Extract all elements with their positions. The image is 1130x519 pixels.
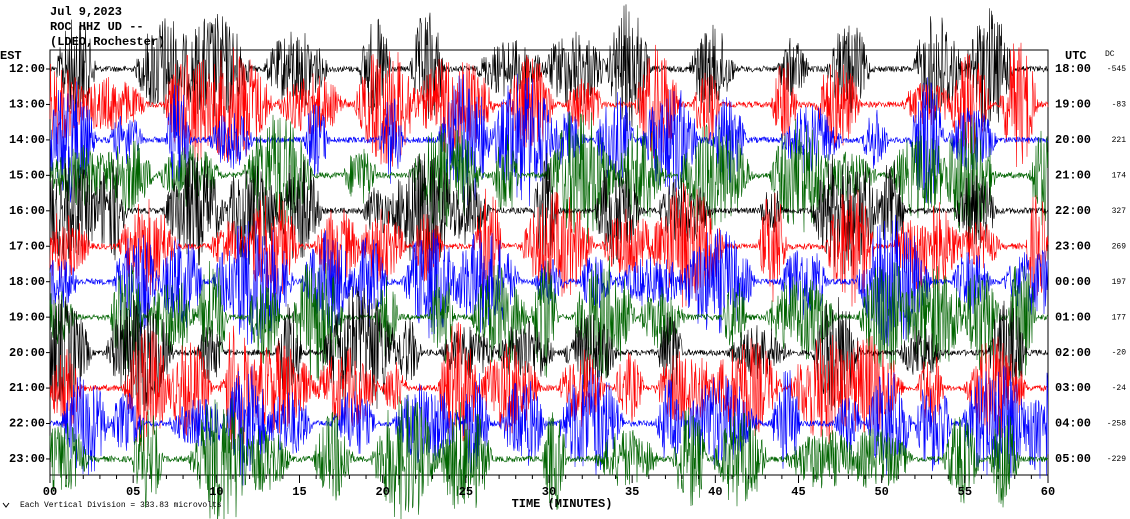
trace	[49, 214, 1049, 347]
dc-label: DC	[1105, 50, 1115, 59]
utc-label: 02:00	[1055, 346, 1091, 360]
trace	[49, 182, 1049, 308]
utc-label: 19:00	[1055, 98, 1091, 112]
dc-value: -24	[1112, 384, 1127, 393]
trace	[49, 42, 1049, 168]
est-label: 14:00	[9, 133, 45, 147]
utc-label: 00:00	[1055, 275, 1091, 289]
est-label: 20:00	[9, 346, 45, 360]
x-axis-label: TIME (MINUTES)	[512, 497, 613, 511]
x-tick-label: 15	[292, 485, 306, 499]
dc-value: 221	[1112, 136, 1127, 145]
utc-label: 01:00	[1055, 310, 1091, 324]
x-tick-label: 50	[874, 485, 888, 499]
dc-value: -545	[1107, 65, 1126, 74]
x-tick-label: 25	[459, 485, 473, 499]
trace	[49, 286, 1049, 413]
est-label: 16:00	[9, 204, 45, 218]
dc-value: -258	[1107, 420, 1126, 429]
x-tick-label: 55	[958, 485, 972, 499]
trace	[49, 255, 1049, 381]
date: Jul 9,2023	[50, 5, 122, 19]
footer: Each Vertical Division = 333.83 microvol…	[20, 501, 222, 510]
utc-label: 05:00	[1055, 452, 1091, 466]
x-tick-label: 05	[126, 485, 140, 499]
network: (LDEO,Rochester)	[50, 35, 165, 49]
est-label: 13:00	[9, 98, 45, 112]
x-tick-label: 40	[708, 485, 722, 499]
trace	[49, 4, 1049, 132]
left-label: EST	[0, 49, 22, 63]
est-label: 12:00	[9, 62, 45, 76]
x-tick-label: 00	[43, 485, 57, 499]
dc-value: -229	[1107, 455, 1126, 464]
dc-value: 174	[1112, 171, 1127, 180]
dc-value: 197	[1112, 278, 1127, 287]
right-label: UTC	[1065, 49, 1087, 63]
dc-value: -20	[1112, 349, 1127, 358]
x-tick-label: 10	[209, 485, 223, 499]
est-label: 23:00	[9, 452, 45, 466]
utc-label: 22:00	[1055, 204, 1091, 218]
utc-label: 21:00	[1055, 169, 1091, 183]
trace	[49, 73, 1049, 207]
x-tick-label: 20	[375, 485, 389, 499]
utc-label: 20:00	[1055, 133, 1091, 147]
dc-value: 177	[1112, 313, 1127, 322]
est-label: 17:00	[9, 239, 45, 253]
trace	[49, 152, 1049, 276]
est-label: 19:00	[9, 310, 45, 324]
x-tick-label: 45	[791, 485, 805, 499]
dc-value: 269	[1112, 242, 1127, 251]
traces	[49, 4, 1049, 519]
est-label: 22:00	[9, 417, 45, 431]
est-label: 21:00	[9, 381, 45, 395]
utc-label: 04:00	[1055, 417, 1091, 431]
utc-label: 03:00	[1055, 381, 1091, 395]
x-tick-label: 35	[625, 485, 639, 499]
est-label: 18:00	[9, 275, 45, 289]
footer-icon	[2, 502, 10, 508]
x-tick-label: 30	[542, 485, 556, 499]
station: ROC HHZ UD --	[50, 20, 144, 34]
est-label: 15:00	[9, 169, 45, 183]
utc-label: 18:00	[1055, 62, 1091, 76]
dc-value: 327	[1112, 207, 1127, 216]
dc-value: -83	[1112, 101, 1127, 110]
x-tick-label: 60	[1041, 485, 1055, 499]
utc-label: 23:00	[1055, 239, 1091, 253]
trace	[49, 394, 1049, 519]
